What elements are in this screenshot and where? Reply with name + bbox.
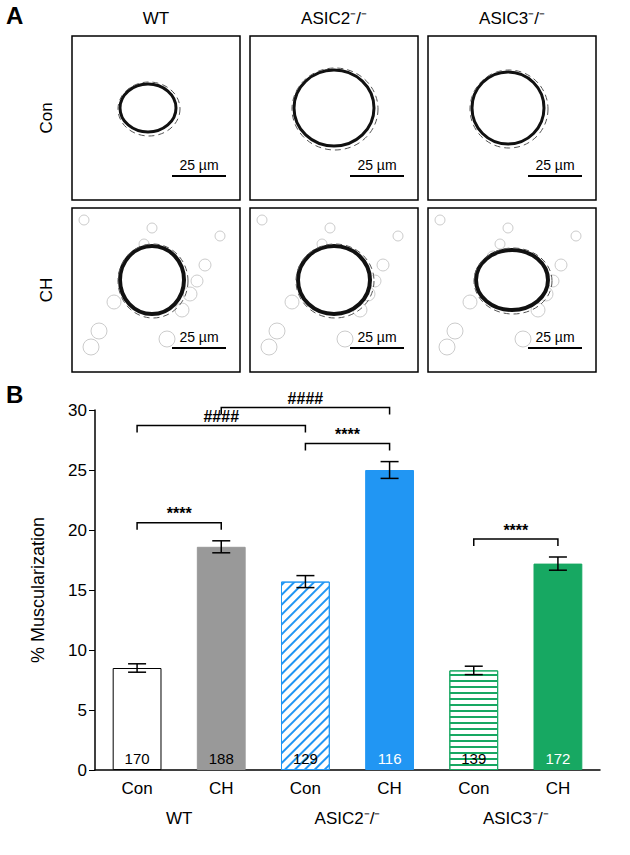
svg-text:% Muscularization: % Muscularization: [28, 517, 48, 663]
svg-text:WT: WT: [166, 809, 192, 828]
svg-text:25 µm: 25 µm: [179, 157, 218, 173]
svg-text:B: B: [6, 381, 23, 408]
svg-text:30: 30: [68, 401, 87, 420]
svg-text:15: 15: [68, 581, 87, 600]
svg-text:25 µm: 25 µm: [179, 329, 218, 345]
svg-text:Con: Con: [37, 102, 56, 133]
svg-text:25 µm: 25 µm: [357, 157, 396, 173]
svg-text:WT: WT: [143, 9, 169, 28]
svg-text:170: 170: [125, 750, 150, 767]
svg-text:CH: CH: [37, 278, 56, 303]
svg-text:Con: Con: [458, 779, 489, 798]
svg-text:Con: Con: [121, 779, 152, 798]
svg-text:172: 172: [545, 750, 570, 767]
svg-text:129: 129: [293, 750, 318, 767]
svg-text:188: 188: [209, 750, 234, 767]
svg-text:****: ****: [167, 505, 193, 522]
svg-text:139: 139: [461, 750, 486, 767]
svg-text:25 µm: 25 µm: [535, 157, 574, 173]
svg-text:####: ####: [288, 390, 324, 407]
svg-text:CH: CH: [546, 779, 571, 798]
svg-text:A: A: [6, 2, 23, 29]
svg-text:0: 0: [78, 761, 87, 780]
svg-text:25 µm: 25 µm: [535, 329, 574, 345]
svg-text:****: ****: [503, 522, 529, 539]
svg-text:****: ****: [335, 426, 361, 443]
svg-text:25: 25: [68, 461, 87, 480]
svg-text:Con: Con: [290, 779, 321, 798]
svg-text:CH: CH: [209, 779, 234, 798]
svg-text:10: 10: [68, 641, 87, 660]
svg-text:5: 5: [78, 701, 87, 720]
svg-text:CH: CH: [377, 779, 402, 798]
svg-text:ASIC2⁻/⁻: ASIC2⁻/⁻: [315, 809, 381, 828]
svg-text:116: 116: [378, 750, 402, 767]
svg-text:ASIC2⁻/⁻: ASIC2⁻/⁻: [301, 9, 367, 28]
svg-text:25 µm: 25 µm: [357, 329, 396, 345]
svg-text:ASIC3⁻/⁻: ASIC3⁻/⁻: [483, 809, 549, 828]
svg-text:ASIC3⁻/⁻: ASIC3⁻/⁻: [479, 9, 545, 28]
svg-text:20: 20: [68, 521, 87, 540]
